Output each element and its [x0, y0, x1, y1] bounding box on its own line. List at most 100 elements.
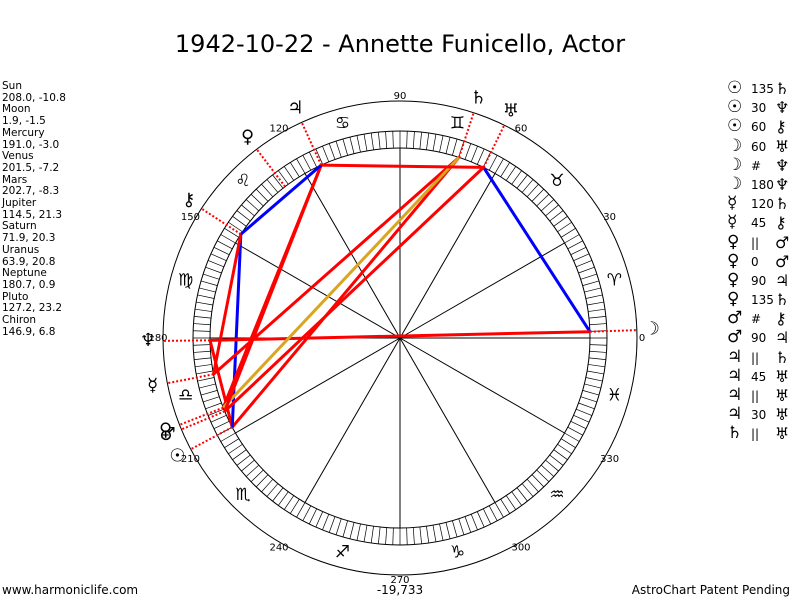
degree-tick	[553, 449, 568, 460]
planet-name: Saturn	[2, 220, 37, 233]
degree-tick	[560, 228, 576, 238]
planet-coords: 127.2, 23.2	[2, 302, 63, 315]
degree-tick	[419, 132, 422, 150]
aspect-planet-glyph: ⚷	[775, 309, 787, 329]
house-spoke	[399, 337, 565, 434]
degree-tick	[582, 280, 600, 286]
degree-tick	[464, 516, 472, 533]
degree-tick	[197, 294, 215, 299]
degree-tick	[557, 221, 572, 233]
degree-tick	[236, 454, 251, 466]
degree-tick	[439, 523, 444, 541]
aspect-planet-glyph: ☉	[727, 97, 743, 118]
degree-tick	[589, 350, 607, 353]
aspect-planet-glyph: ♃	[727, 385, 743, 405]
degree-tick	[500, 162, 510, 178]
degree-tick	[250, 469, 264, 483]
aspect-row: ☿ 45 ⚷	[727, 214, 797, 233]
degree-tick	[224, 438, 240, 448]
aspect-line	[321, 163, 484, 169]
aspect-planet-glyph: ☉	[727, 78, 743, 98]
degree-tick	[200, 390, 218, 396]
degree-tick	[452, 520, 458, 538]
degree-tick	[488, 155, 498, 171]
house-spoke	[235, 337, 401, 434]
degree-tick	[545, 204, 559, 217]
degree-tick	[283, 166, 295, 181]
degree-tick	[531, 474, 545, 488]
degree-tick	[200, 280, 218, 286]
aspect-planet-glyph: ♃	[727, 365, 743, 386]
degree-tick	[193, 344, 211, 346]
aspect-planet-glyph: ♄	[775, 79, 790, 98]
degree-tick	[266, 179, 279, 193]
degree-tick	[570, 246, 587, 256]
aspect-row: ☽ 60 ♅	[727, 137, 797, 157]
aspect-row: ☿ 120 ♄	[727, 195, 797, 214]
degree-tick	[315, 511, 324, 528]
house-spoke	[399, 173, 496, 339]
planet-position-marker	[255, 148, 286, 188]
aspect-row: ♃ || ♅	[727, 387, 797, 406]
planet-coords: 208.0, -10.8	[2, 91, 66, 104]
degree-tick	[540, 199, 555, 212]
degree-tick	[578, 402, 595, 410]
degree-tick	[302, 155, 312, 171]
degree-tick	[412, 527, 415, 545]
zodiac-sign-icon: ♎	[178, 385, 193, 405]
degree-tick	[588, 357, 606, 360]
degree-tick	[564, 234, 580, 244]
degree-label: 150	[181, 212, 200, 223]
aspect-planet-glyph: ☿	[727, 193, 738, 214]
planet-name: Sun	[2, 80, 22, 92]
degree-label: 180	[148, 333, 167, 344]
zodiac-sign-icon: ♉	[549, 171, 564, 191]
aspect-planet-glyph: ☽	[727, 173, 743, 194]
aspect-row: ☉ 60 ⚷	[727, 118, 797, 137]
degree-label: 30	[603, 212, 616, 223]
degree-tick	[283, 495, 295, 510]
degree-tick	[584, 287, 601, 293]
degree-tick	[255, 188, 269, 202]
aspect-planet-glyph: ☉	[727, 116, 743, 137]
aspect-planet-glyph: ⚷	[775, 117, 787, 137]
degree-tick	[213, 420, 230, 430]
degree-tick	[470, 145, 478, 162]
degree-tick	[570, 420, 587, 430]
degree-tick	[589, 344, 607, 346]
degree-tick	[516, 174, 528, 189]
aspect-planet-glyph: ♅	[775, 405, 790, 425]
degree-tick	[194, 316, 212, 319]
aspect-value: 60	[751, 139, 767, 154]
degree-tick	[308, 508, 318, 525]
degree-tick	[193, 330, 211, 332]
zodiac-sign-icon: ♏	[235, 485, 250, 505]
degree-tick	[385, 527, 388, 545]
degree-tick	[199, 287, 216, 293]
aspect-planet-glyph: ⚷	[775, 213, 787, 233]
aspect-value: 180	[751, 177, 774, 192]
planet-name: Venus	[2, 150, 34, 163]
planet-coords: 191.0, -3.0	[2, 138, 60, 151]
planet-glyph-icon: ♃	[287, 98, 303, 119]
degree-tick	[582, 390, 600, 396]
aspect-planet-glyph: ♄	[775, 194, 790, 214]
degree-tick	[521, 483, 534, 497]
degree-tick	[578, 266, 595, 274]
degree-tick	[349, 522, 355, 539]
aspect-row: ☽ 180 ♆	[727, 173, 797, 195]
aspect-value: #	[751, 158, 762, 173]
degree-tick	[580, 273, 597, 280]
aspect-value: ||	[751, 235, 760, 250]
degree-tick	[585, 377, 603, 382]
degree-tick	[322, 145, 330, 162]
aspect-planet-glyph: ♃	[727, 346, 743, 367]
degree-tick	[526, 183, 539, 198]
aspect-planet-glyph: ♅	[775, 424, 790, 444]
degree-tick	[296, 502, 306, 518]
aspect-row: ☽ # ♆	[727, 156, 797, 176]
degree-tick	[584, 383, 601, 389]
degree-tick	[482, 508, 492, 525]
aspect-value: 90	[751, 331, 767, 346]
